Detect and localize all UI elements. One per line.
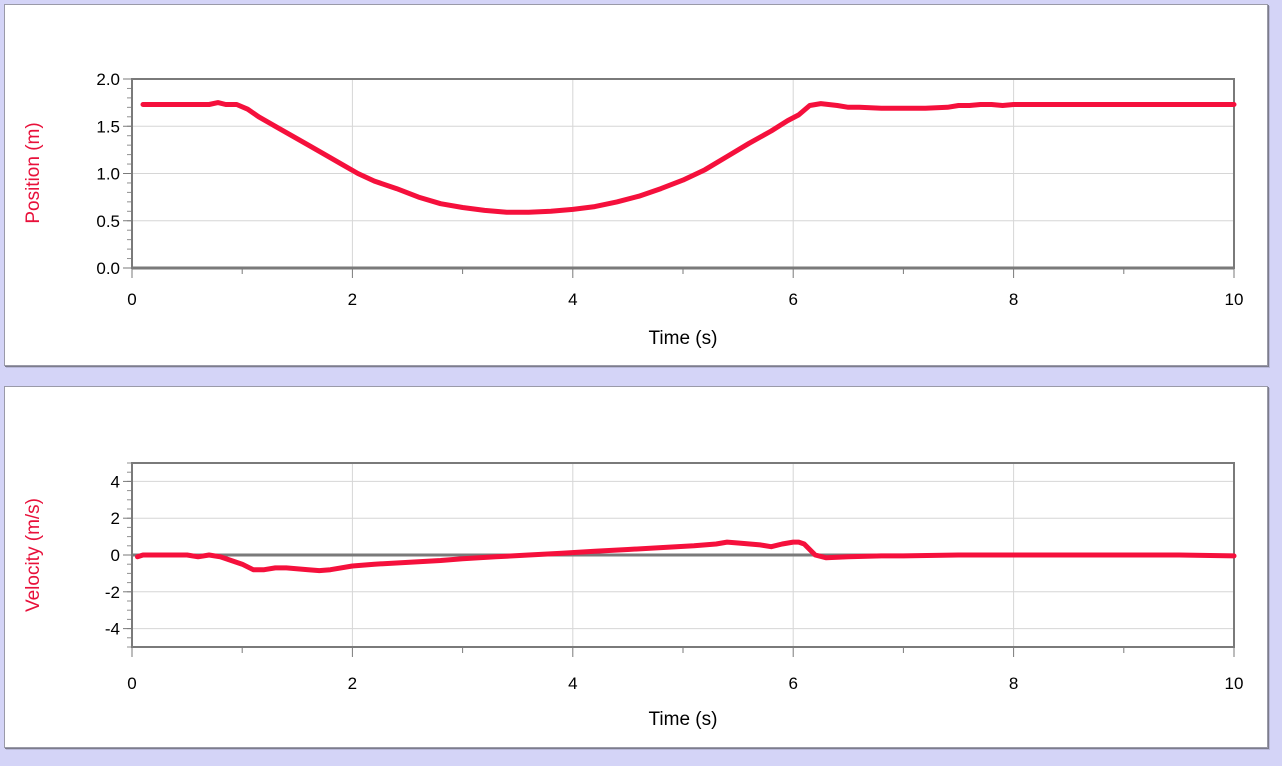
x-axis-label: Time (s) [649, 709, 718, 730]
x-tick-label: 4 [568, 290, 577, 309]
x-tick-label: 8 [1009, 674, 1018, 693]
velocity-graph-panel: 0 2 4 6 8 10 -4 -2 0 2 4 Time (s) Velocity (m/s) [4, 386, 1268, 748]
x-tick-label: 6 [788, 674, 797, 693]
y-tick-label: 2.0 [96, 70, 120, 89]
x-tick-label: 0 [127, 674, 136, 693]
y-tick-label: 2 [111, 509, 120, 528]
position-chart[interactable]: 0 2 4 6 8 10 0.0 0.5 1.0 1.5 2.0 Time (s) Position (… [5, 5, 1267, 365]
y-tick-label: 4 [111, 472, 120, 491]
x-tick-label: 10 [1225, 674, 1244, 693]
data-series-line [140, 100, 1237, 215]
y-tick-label: 0 [111, 546, 120, 565]
y-tick-label: -2 [105, 583, 120, 602]
x-tick-label: 8 [1009, 290, 1018, 309]
y-tick-label: -4 [105, 620, 120, 639]
x-tick-label: 0 [127, 290, 136, 309]
x-tick-label: 2 [348, 290, 357, 309]
x-tick-label: 4 [568, 674, 577, 693]
y-axis-label: Velocity (m/s) [23, 498, 44, 612]
x-tick-label: 10 [1225, 290, 1244, 309]
x-tick-label: 2 [348, 674, 357, 693]
y-tick-label: 1.5 [96, 117, 120, 136]
y-tick-label: 1.0 [96, 165, 120, 184]
x-tick-label: 6 [788, 290, 797, 309]
position-graph-panel: 0 2 4 6 8 10 0.0 0.5 1.0 1.5 2.0 Time (s) Position (… [4, 4, 1268, 366]
y-tick-label: 0.0 [96, 259, 120, 278]
data-series-line [135, 539, 1237, 574]
velocity-chart[interactable]: 0 2 4 6 8 10 -4 -2 0 2 4 Time (s) Velocity (m/s) [5, 387, 1267, 747]
y-axis-label: Position (m) [23, 122, 44, 223]
x-axis-label: Time (s) [649, 328, 718, 349]
y-tick-label: 0.5 [96, 212, 120, 231]
